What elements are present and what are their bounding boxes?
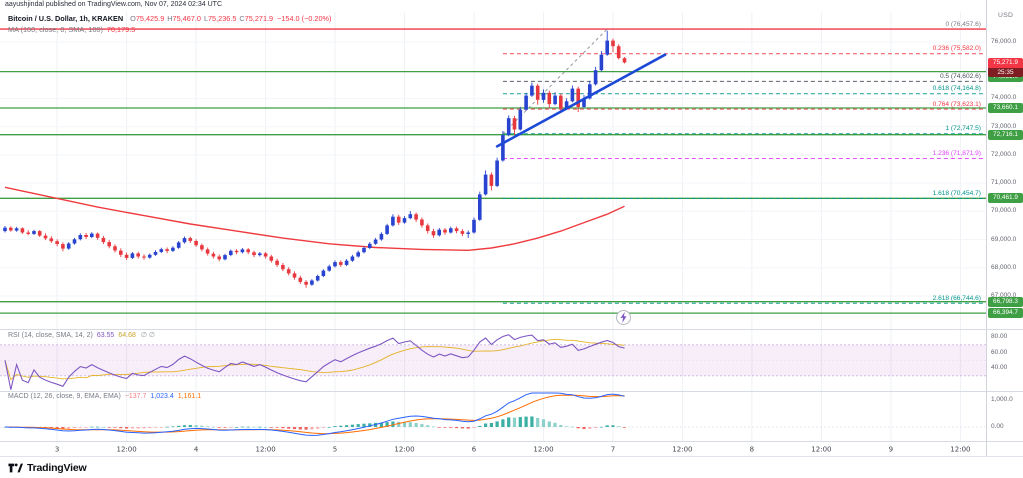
svg-text:12:00: 12:00 [117, 446, 137, 454]
svg-text:12:00: 12:00 [950, 446, 970, 454]
tradingview-logo-icon[interactable] [8, 462, 23, 474]
footer-bar: TradingView [0, 456, 1023, 478]
svg-text:9: 9 [889, 446, 893, 454]
svg-text:5: 5 [333, 446, 337, 454]
low-label: L [203, 14, 208, 23]
svg-text:6: 6 [472, 446, 477, 454]
high-value: 75,467.0 [172, 14, 201, 23]
rsi-tick-label: 60.00 [991, 348, 1008, 356]
attribution-text: aayushjindal published on TradingView.co… [5, 1, 223, 8]
level-price-badge: 72,716.1 [988, 129, 1023, 140]
low-value: 75,236.5 [208, 14, 237, 23]
macd-legend[interactable]: MACD (12, 26, close, 9, EMA, EMA) −137.7 1… [8, 393, 201, 400]
svg-text:4: 4 [194, 446, 199, 454]
price-tick-label: 67,000.0 [991, 292, 1017, 299]
close-value: 75,271.9 [244, 14, 274, 23]
close-label: C [239, 14, 245, 23]
price-tick-label: 74,000.0 [991, 94, 1017, 102]
ma-legend[interactable]: MA (100, close, 0, SMA, 100) 70,179.5 [8, 25, 135, 34]
high-label: H [167, 14, 173, 23]
fib-level-label: 0.764 (73,623.1) [932, 100, 981, 108]
macd-tick-label: 1,000.0 [991, 396, 1013, 403]
level-price-badge: 73,660.1 [988, 103, 1023, 114]
price-axis[interactable]: USD 76,000.0 74,000.0 73,000.0 72,000.0 71,0… [986, 0, 1023, 456]
last-price-value: 75,271.9 [988, 57, 1023, 68]
rsi-tick-label: 80.00 [991, 333, 1008, 340]
flash-icon [616, 310, 631, 325]
price-tick-label: 76,000.0 [991, 38, 1017, 45]
level-price-badge: 70,461.9 [988, 193, 1023, 204]
macd-hist-value: −137.7 [124, 393, 147, 400]
svg-text:12:00: 12:00 [256, 446, 276, 454]
rsi-ma-value: 64.68 [118, 332, 136, 339]
ma-value: 70,179.5 [106, 25, 136, 34]
fib-level-label: 1.618 (70,454.7) [932, 190, 981, 197]
rsi-label: RSI (14, close, SMA, 14, 2) [8, 332, 93, 339]
bar-countdown: 25:35 [988, 67, 1023, 77]
svg-text:3: 3 [55, 446, 59, 454]
svg-text:12:00: 12:00 [394, 446, 414, 454]
macd-line-value: 1,023.4 [150, 393, 174, 400]
open-label: O [130, 14, 136, 23]
price-tick-label: 69,000.0 [991, 235, 1017, 243]
fib-level-label: 0 (76,457.6) [945, 20, 981, 28]
ma-label: MA (100, close, 0, SMA, 100) [8, 25, 103, 34]
price-tick-label: 71,000.0 [991, 179, 1017, 187]
svg-text:12:00: 12:00 [811, 446, 831, 454]
fib-level-label: 0.236 (75,582.0) [932, 45, 981, 53]
svg-text:8: 8 [750, 446, 754, 454]
fib-level-label: 1.236 (71,871.9) [932, 150, 981, 157]
price-tick-label: 73,000.0 [991, 122, 1017, 130]
last-price-badge: 75,271.9 25:35 [988, 57, 1023, 77]
fib-level-label: 0.618 (74,164.8) [932, 85, 981, 93]
fib-level-label: 1 (72,747.5) [945, 125, 981, 133]
price-tick-label: 72,000.0 [991, 150, 1017, 158]
tradingview-wordmark[interactable]: TradingView [27, 461, 87, 474]
symbol-title[interactable]: Bitcoin / U.S. Dollar, 1h, KRAKEN [8, 14, 124, 23]
chart-canvas[interactable]: 3 12:00 4 12:00 5 12:00 6 12:00 7 12:00 8 12:00 9 12:… [0, 0, 1023, 456]
rsi-legend[interactable]: RSI (14, close, SMA, 14, 2) 63.55 64.68 ∅ ∅ [8, 331, 155, 339]
price-tick-label: 70,000.0 [991, 207, 1017, 215]
svg-text:12:00: 12:00 [533, 446, 553, 454]
symbol-legend[interactable]: Bitcoin / U.S. Dollar, 1h, KRAKEN O75,425… [8, 14, 331, 23]
rsi-tick-label: 40.00 [991, 364, 1008, 371]
rsi-muted-values: ∅ ∅ [140, 332, 156, 339]
fib-level-label: 0.5 (74,602.6) [939, 72, 981, 80]
price-tick-label: 68,000.0 [991, 263, 1017, 271]
svg-text:12:00: 12:00 [672, 446, 692, 454]
currency-label: USD [998, 12, 1014, 19]
open-value: 75,425.9 [135, 14, 165, 23]
level-price-badge: 66,798.3 [988, 296, 1023, 307]
macd-signal-value: 1,161.1 [177, 393, 202, 400]
fib-level-label: 2.618 (66,744.6) [932, 294, 981, 302]
level-price-badge: 66,394.7 [988, 308, 1023, 319]
rsi-value: 63.55 [96, 332, 115, 339]
svg-text:7: 7 [611, 446, 615, 454]
change-value: −154.0 (−0.20%) [277, 14, 332, 23]
macd-label: MACD (12, 26, close, 9, EMA, EMA) [8, 393, 121, 400]
macd-tick-label: 0.00 [991, 423, 1004, 430]
